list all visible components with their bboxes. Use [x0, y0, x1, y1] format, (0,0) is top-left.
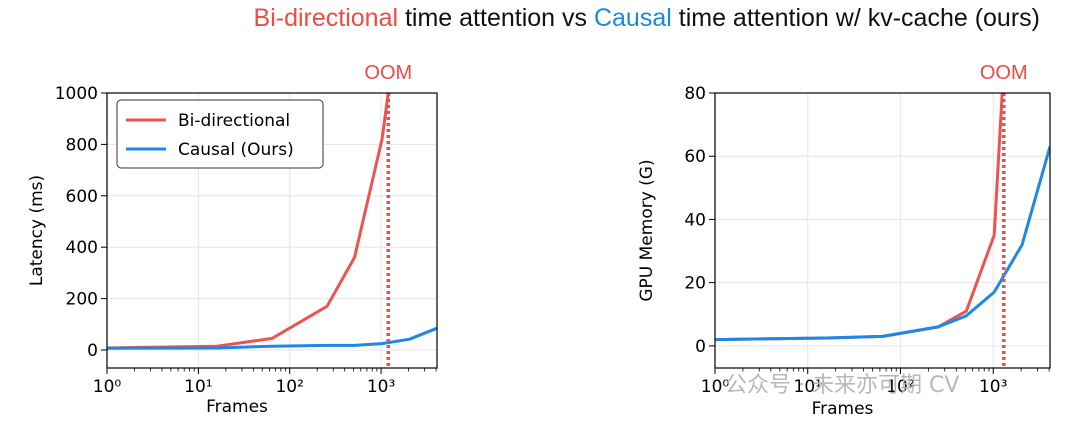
x-tick-label: 10⁰ [701, 377, 730, 397]
legend-box [116, 99, 324, 169]
series-line-bi-directional [715, 93, 1004, 342]
title-end: time attention w/ kv-cache (ours) [671, 4, 1040, 32]
x-axis-label: Frames [206, 397, 268, 417]
latency-chart: OOM 0 200 400 600 800 1000 10⁰ 10¹ 10² 10³ Frames La… [27, 62, 438, 417]
plot-frame [106, 92, 438, 369]
y-tick-label: 400 [66, 238, 98, 258]
series-group [107, 93, 437, 350]
y-tick-label: 40 [684, 210, 706, 230]
y-tick-label: 80 [684, 84, 706, 104]
y-tick-label: 60 [684, 147, 706, 167]
y-tick-label: 20 [684, 274, 706, 294]
plot-frame [714, 92, 1051, 369]
series-line-causal-ours [107, 326, 437, 350]
legend: Bi-directional Causal (Ours) [116, 99, 324, 169]
y-tick-label: 800 [66, 135, 98, 155]
series-group [715, 93, 1050, 342]
x-tick-label: 10¹ [794, 377, 822, 397]
x-axis-label: Frames [812, 399, 874, 419]
y-axis-label: GPU Memory (G) [637, 159, 657, 301]
series-line-causal-ours [715, 146, 1050, 342]
y-tick-label: 0 [695, 337, 706, 357]
x-tick-label: 10⁰ [93, 377, 122, 397]
x-tick-label: 10² [275, 377, 303, 397]
x-tick-label: 10¹ [184, 377, 212, 397]
y-axis-label: Latency (ms) [27, 175, 47, 286]
series-line-bi-directional [107, 93, 390, 350]
legend-entry: Bi-directional [178, 111, 290, 131]
legend-entry: Causal (Ours) [178, 140, 294, 160]
title-causal: Causal [593, 4, 672, 32]
x-tick-label: 10² [886, 377, 914, 397]
memory-chart: OOM 0 20 40 60 80 10⁰ 10¹ 10² 10³ Frames GPU Memory… [637, 62, 1051, 419]
y-tick-label: 600 [66, 187, 98, 207]
figure-title: Bi-directional time attention vs Causal … [140, 4, 1040, 33]
y-tick-label: 1000 [55, 84, 98, 104]
title-bidirectional: Bi-directional [253, 4, 399, 32]
y-tick-label: 0 [87, 341, 98, 361]
oom-label: OOM [980, 62, 1028, 84]
x-tick-label: 10³ [979, 377, 1007, 397]
x-tick-label: 10³ [367, 377, 395, 397]
watermark-text: 公众号 · 未来亦可期 CV [725, 373, 959, 398]
title-mid: time attention vs [398, 4, 594, 32]
y-tick-label: 200 [66, 290, 98, 310]
oom-label: OOM [364, 62, 412, 84]
